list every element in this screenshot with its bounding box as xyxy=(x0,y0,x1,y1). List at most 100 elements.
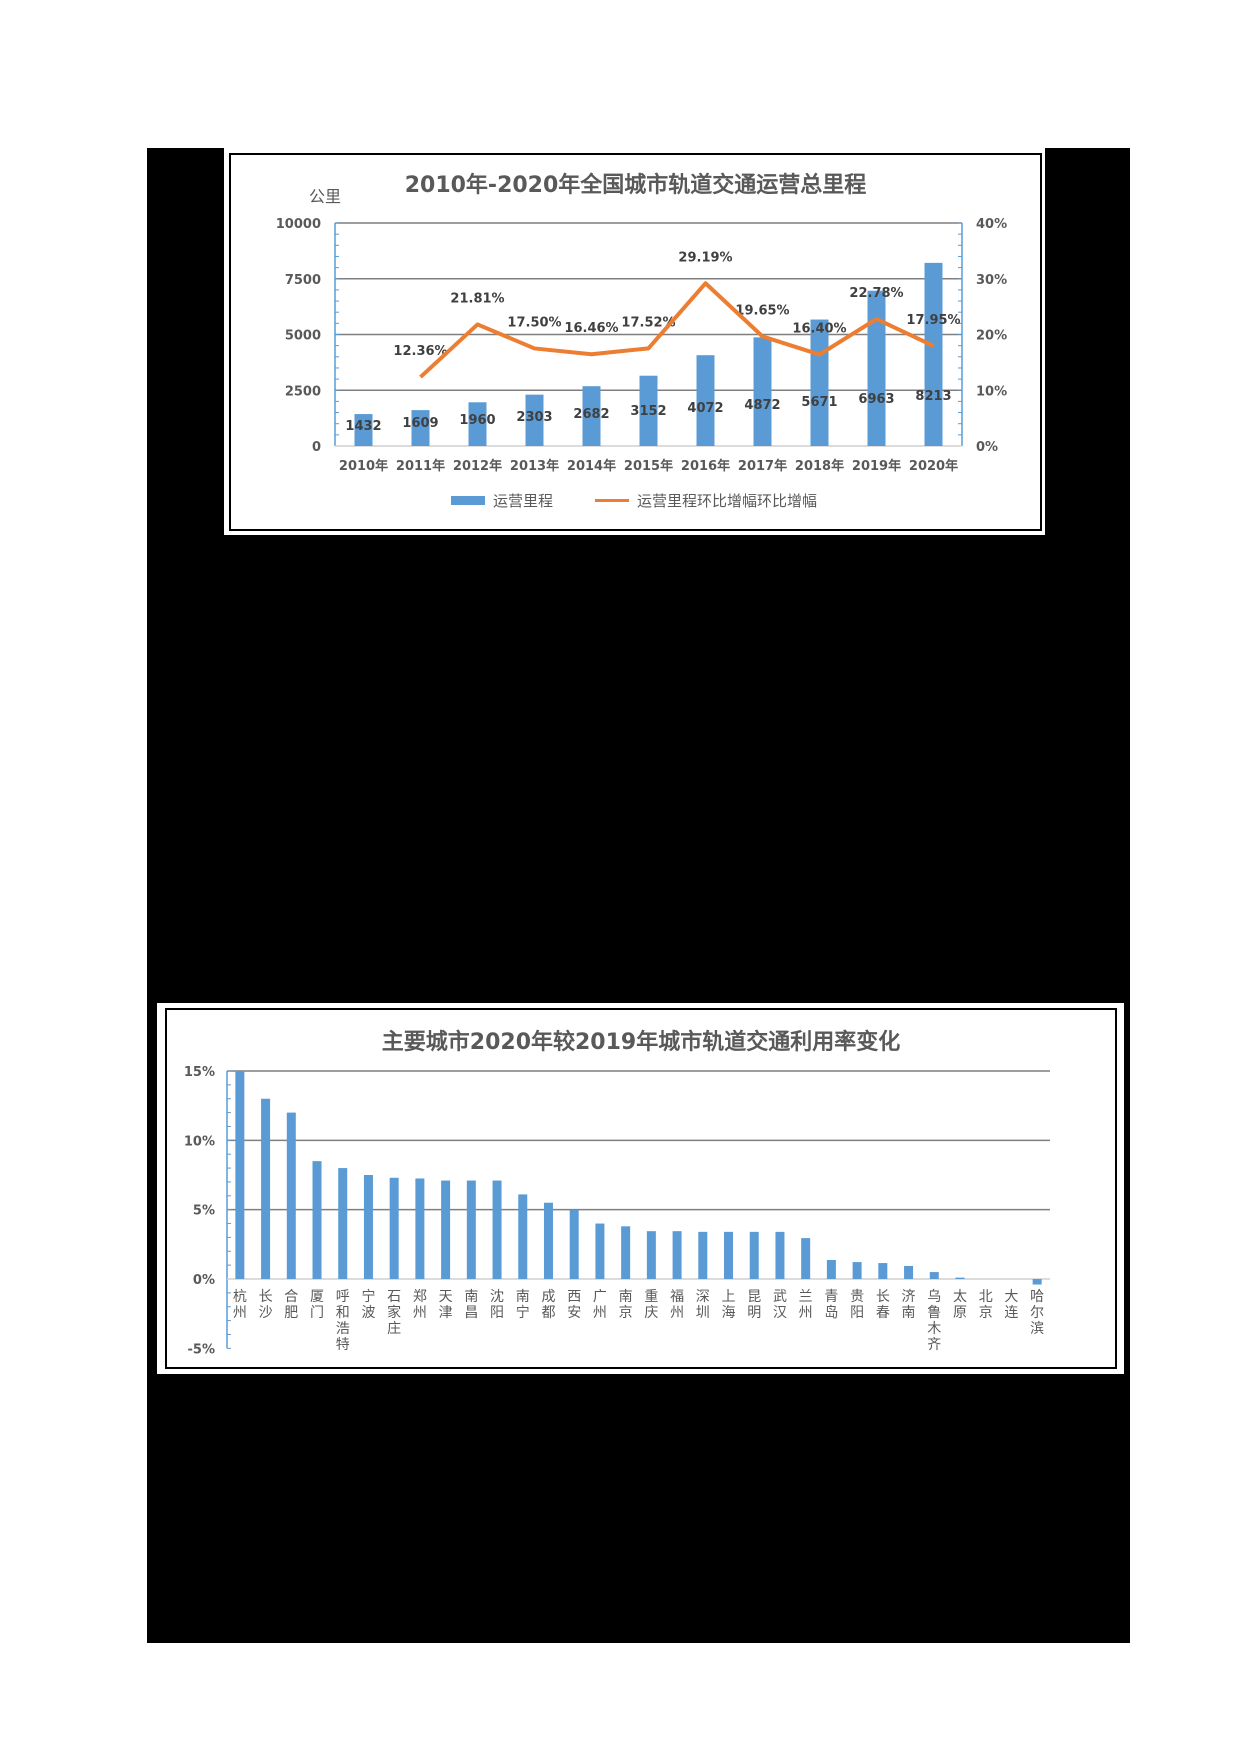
legend-label-line: 运营里程环比增幅环比增幅 xyxy=(637,492,818,510)
line-data-label: 22.78% xyxy=(849,286,903,301)
growth-line xyxy=(419,281,935,379)
x-tick-label: 长 xyxy=(259,1289,273,1305)
x-tick-label: 福 xyxy=(670,1289,684,1305)
y-tick-label: 7500 xyxy=(285,273,321,288)
x-tick-label: 宁 xyxy=(516,1304,530,1321)
x-tick-label: 北 xyxy=(979,1289,993,1305)
x-tick-label: 州 xyxy=(593,1305,607,1321)
x-tick-label: 沙 xyxy=(259,1305,273,1321)
x-tick-label: 2016年 xyxy=(681,458,730,474)
x-tick-label: 南 xyxy=(902,1305,916,1321)
x-tick-label: 哈 xyxy=(1030,1289,1044,1305)
y2-tick-label: 40% xyxy=(976,217,1007,232)
x-tick-label: 2017年 xyxy=(738,458,787,474)
x-tick-label: 明 xyxy=(747,1305,761,1321)
bar xyxy=(543,1202,553,1279)
line-data-label: 29.19% xyxy=(678,250,732,265)
x-tick-label: 杭 xyxy=(233,1289,247,1305)
line-data-label: 12.36% xyxy=(393,344,447,359)
bar xyxy=(312,1161,322,1279)
x-tick-label: 昆 xyxy=(747,1289,761,1305)
bar xyxy=(411,410,430,446)
y2-tick-label: 0% xyxy=(976,440,998,455)
legend-swatch-bar xyxy=(451,496,485,505)
x-tick-label: 齐 xyxy=(927,1337,941,1353)
x-tick-label: 浩 xyxy=(336,1321,350,1337)
x-tick-label: 春 xyxy=(876,1305,890,1321)
x-tick-label: 长 xyxy=(876,1289,890,1305)
bar xyxy=(582,386,601,446)
bar xyxy=(569,1209,579,1279)
bar xyxy=(389,1177,399,1279)
y2-tick-label: 30% xyxy=(976,273,1007,288)
bar-data-label: 1432 xyxy=(345,419,381,434)
bar xyxy=(261,1098,271,1279)
x-tick-label: 阳 xyxy=(850,1305,864,1321)
x-tick-label: 合 xyxy=(284,1289,298,1305)
line-data-label: 16.40% xyxy=(792,322,846,337)
x-tick-label: 木 xyxy=(927,1321,941,1337)
bar xyxy=(724,1231,734,1279)
bar xyxy=(878,1263,888,1279)
x-tick-label: 呼 xyxy=(336,1289,350,1305)
x-tick-label: 济 xyxy=(902,1289,916,1305)
x-tick-label: 和 xyxy=(336,1305,350,1321)
line-data-label: 16.46% xyxy=(564,321,618,336)
x-tick-label: 郑 xyxy=(413,1289,427,1305)
y-tick-label: 15% xyxy=(184,1065,215,1080)
x-tick-label: 乌 xyxy=(927,1289,941,1305)
x-tick-label: 州 xyxy=(413,1305,427,1321)
y2-tick-label: 10% xyxy=(976,384,1007,399)
bar xyxy=(810,319,829,446)
x-tick-label: 2019年 xyxy=(852,458,901,474)
x-tick-label: 2015年 xyxy=(624,458,673,474)
x-tick-label: 西 xyxy=(567,1289,581,1305)
x-tick-label: 京 xyxy=(619,1305,633,1321)
bar xyxy=(466,1180,476,1279)
y2-tick-label: 20% xyxy=(976,329,1007,344)
bar-data-label: 1609 xyxy=(402,416,438,431)
y-tick-label: -5% xyxy=(188,1342,215,1357)
x-tick-label: 宁 xyxy=(361,1288,375,1305)
x-tick-label: 津 xyxy=(439,1305,453,1321)
x-tick-label: 阳 xyxy=(490,1305,504,1321)
line-data-label: 17.50% xyxy=(507,315,561,330)
x-tick-label: 门 xyxy=(310,1305,324,1321)
x-tick-label: 南 xyxy=(516,1289,530,1305)
y-tick-label: 5% xyxy=(193,1204,215,1219)
bar xyxy=(852,1262,862,1279)
bar xyxy=(801,1238,811,1279)
x-tick-label: 州 xyxy=(799,1305,813,1321)
chart2-title: 主要城市2020年较2019年城市轨道交通利用率变化 xyxy=(381,1030,901,1055)
x-tick-label: 2018年 xyxy=(795,458,844,474)
x-tick-label: 厦 xyxy=(310,1289,324,1305)
bar xyxy=(955,1277,965,1279)
x-tick-label: 沈 xyxy=(490,1289,504,1305)
line-data-label: 19.65% xyxy=(735,303,789,318)
bar xyxy=(826,1260,836,1279)
x-tick-label: 岛 xyxy=(824,1305,838,1321)
x-tick-label: 青 xyxy=(824,1289,838,1305)
bar xyxy=(338,1168,348,1279)
x-tick-label: 都 xyxy=(541,1305,555,1321)
x-tick-label: 2010年 xyxy=(339,458,388,474)
bar xyxy=(621,1226,631,1279)
bar-data-label: 2682 xyxy=(573,407,609,422)
x-tick-label: 2013年 xyxy=(510,458,559,474)
bar-data-label: 4072 xyxy=(687,401,723,416)
bar-data-label: 6963 xyxy=(858,392,894,407)
x-tick-label: 滨 xyxy=(1030,1321,1044,1337)
x-tick-label: 特 xyxy=(336,1337,350,1353)
line-data-label: 21.81% xyxy=(450,291,504,306)
y-tick-label: 10000 xyxy=(276,217,321,232)
x-tick-label: 南 xyxy=(464,1289,478,1305)
x-tick-label: 成 xyxy=(541,1289,555,1305)
line-data-label: 17.95% xyxy=(906,313,960,328)
x-tick-label: 鲁 xyxy=(927,1305,941,1321)
x-tick-label: 广 xyxy=(593,1289,607,1305)
bar xyxy=(749,1231,759,1279)
x-tick-label: 重 xyxy=(644,1289,658,1305)
x-tick-label: 连 xyxy=(1004,1305,1018,1321)
bar xyxy=(441,1180,451,1279)
x-tick-label: 2011年 xyxy=(396,458,445,474)
